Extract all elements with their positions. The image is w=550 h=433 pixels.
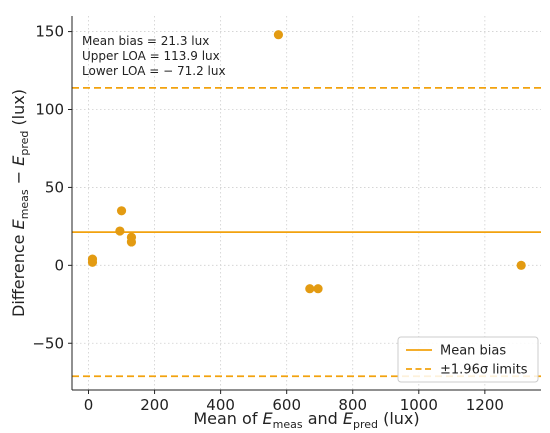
data-point [87,257,98,267]
y-tick-label: −50 [32,334,64,352]
y-axis-label-e1: E [9,218,28,229]
x-axis-label-sub1: meas [273,418,303,431]
legend-label: Mean bias [440,344,506,359]
x-axis-label-prefix: Mean of [193,409,262,428]
x-axis-label-e2: E [343,409,354,428]
y-axis-label-sub2: pred [18,131,31,156]
y-axis-label-sub1: meas [18,189,31,219]
y-axis-label-e2: E [9,155,28,166]
x-axis-label: Mean of Emeas and Epred (lux) [193,409,419,431]
y-tick-label: 50 [45,178,64,196]
data-point [116,206,127,216]
x-axis-label-sub2: pred [353,418,378,431]
stats-annotation: Mean bias = 21.3 lux [82,34,209,48]
x-tick-label: 200 [140,396,169,414]
x-tick-label: 600 [272,396,301,414]
data-point [313,284,323,294]
y-tick-label: 150 [35,23,64,41]
y-tick-label: 100 [35,101,64,119]
data-point [305,284,315,294]
x-tick-label: 1200 [466,396,504,414]
legend-box [397,336,539,383]
data-point [126,237,137,247]
stats-annotation: Upper LOA = 113.9 lux [82,49,220,63]
legend-label: ±1.96σ limits [440,363,528,378]
y-axis-label: Difference Emeas − Epred (lux) [9,89,31,317]
x-tick-label: 1000 [400,396,438,414]
x-tick-label: 400 [206,396,235,414]
data-point [273,30,284,40]
y-axis-label-mid: − [9,166,28,190]
x-tick-label: 800 [338,396,367,414]
legend: Mean bias ±1.96σ limits [397,336,539,383]
y-axis-label-prefix: Difference [9,229,28,317]
axes: 0 200 400 600 800 1000 1200 −50 0 50 100 150 Mean of… [9,16,541,431]
data-points [87,30,526,294]
data-point [115,226,125,236]
x-axis-label-suffix: (lux) [378,409,420,428]
y-axis-label-suffix: (lux) [9,89,28,131]
reference-lines [72,86,541,378]
data-point [516,260,526,270]
x-axis-label-e1: E [263,409,274,428]
x-tick-label: 0 [84,396,94,414]
stats-annotation: Lower LOA = − 71.2 lux [82,64,226,78]
x-axis-label-mid: and [303,409,343,428]
y-tick-label: 0 [54,256,64,274]
